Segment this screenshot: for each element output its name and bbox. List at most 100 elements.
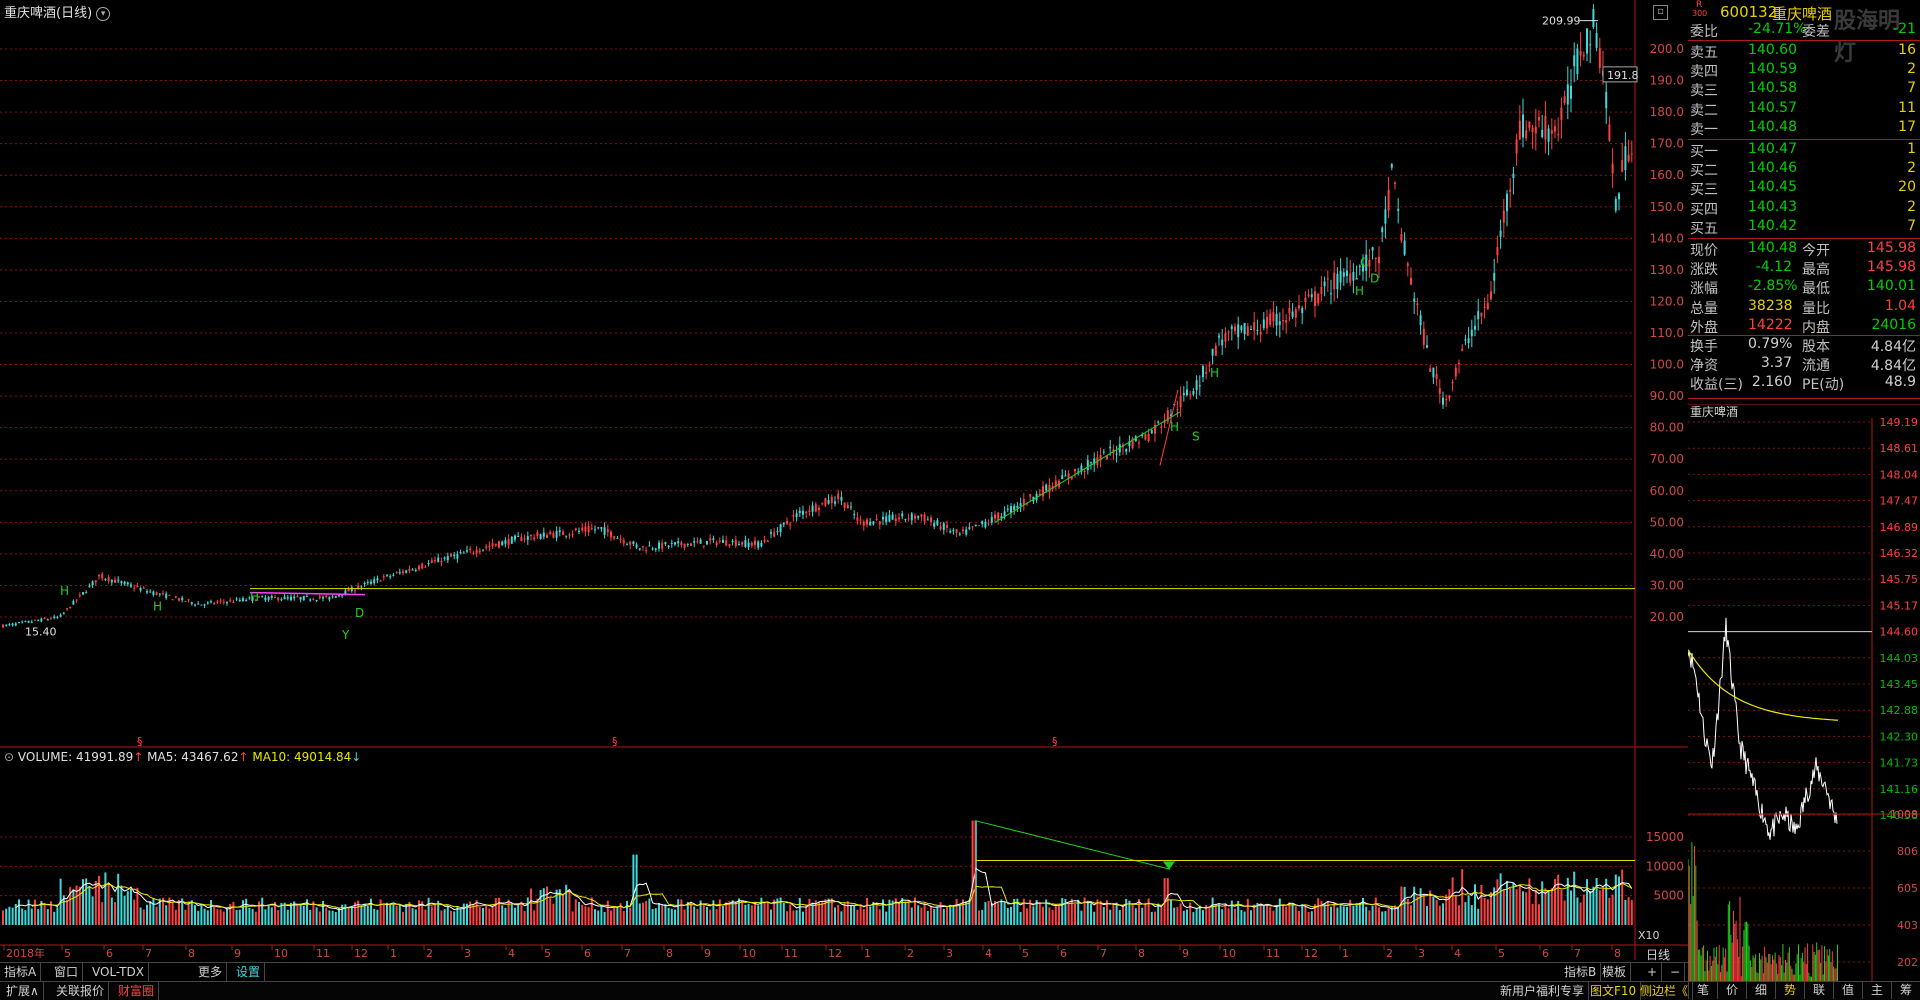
f10-button[interactable]: 图文F10 [1586, 982, 1642, 1000]
restore-icon[interactable]: ▫ [1653, 5, 1668, 20]
status-tab[interactable]: 扩展∧ [2, 982, 44, 1000]
volume-bar [648, 898, 651, 925]
bid-row[interactable]: 买二 140.46 2 [1688, 160, 1920, 179]
volume-bar [1026, 908, 1028, 925]
candle-body [520, 537, 523, 542]
volume-bar [1554, 879, 1556, 925]
volume-bar [859, 904, 862, 925]
volume-bar [907, 900, 910, 925]
candle-body [1349, 273, 1352, 283]
template-button[interactable]: − [1666, 963, 1686, 981]
volume-bar [1413, 886, 1416, 925]
quote-row[interactable]: 净资 3.37 流通 4.84亿 [1688, 355, 1920, 374]
volume-bar [1390, 906, 1393, 925]
mini-tab[interactable]: 联 [1804, 982, 1833, 999]
volume-bar [126, 891, 129, 925]
signal-marker: H [1170, 420, 1179, 434]
ask-row[interactable]: 卖二 140.57 11 [1688, 100, 1920, 119]
quote-row[interactable]: 换手 0.79% 股本 4.84亿 [1688, 336, 1920, 355]
quote-row[interactable]: 现价 140.48 今开 145.98 [1688, 240, 1920, 259]
volume-bar [920, 907, 923, 925]
volume-bar [450, 910, 452, 925]
mini-tab[interactable]: 价 [1717, 982, 1746, 999]
date-label: 3 [464, 947, 471, 960]
candle-body [414, 570, 417, 572]
volume-bar [117, 873, 120, 925]
bid-row[interactable]: 买四 140.43 2 [1688, 199, 1920, 218]
candle-body [1518, 120, 1521, 140]
volume-bar [597, 910, 600, 925]
volume-bar [718, 899, 721, 925]
candle-body [1070, 476, 1073, 479]
volume-bar [222, 911, 225, 925]
candle-body [558, 530, 561, 533]
volume-bar [43, 902, 46, 925]
mini-tab[interactable]: 值 [1833, 982, 1862, 999]
indicator-tab[interactable]: 窗口 [50, 963, 84, 981]
template-button[interactable]: 模板 [1598, 963, 1632, 981]
candle-body [501, 541, 504, 546]
sidebar-toggle[interactable]: 侧边栏《 [1636, 982, 1694, 1000]
mini-tab[interactable]: 笔 [1688, 982, 1717, 999]
chart-title[interactable]: 重庆啤酒(日线) ▾ [4, 2, 111, 21]
ask-row[interactable]: 卖四 140.59 2 [1688, 61, 1920, 80]
bid-row[interactable]: 买三 140.45 20 [1688, 179, 1920, 198]
candle-body [1515, 139, 1518, 154]
candle-body [814, 504, 817, 512]
kline-chart[interactable]: 200.0190.0180.0170.0160.0150.0140.0130.0… [0, 0, 1688, 980]
bid-row[interactable]: 买一 140.47 1 [1688, 141, 1920, 160]
indicator-tab[interactable]: 指标A [0, 963, 42, 981]
volume-bar [664, 904, 667, 925]
candle-body [197, 603, 200, 605]
candle-body [1272, 312, 1275, 322]
candle-body [1592, 8, 1595, 28]
volume-bar [926, 910, 929, 925]
chevron-down-icon[interactable]: ▾ [96, 6, 111, 21]
volume-bar [914, 897, 916, 925]
quote-row[interactable]: 总量 38238 量比 1.04 [1688, 298, 1920, 317]
candle-body [261, 596, 264, 598]
mini-tab[interactable]: 细 [1746, 982, 1775, 999]
candle-body [1048, 484, 1051, 493]
indicator-tab[interactable]: VOL-TDX [88, 963, 149, 981]
mini-tab[interactable]: 筹 [1891, 982, 1920, 999]
status-tab[interactable]: 财富圈 [114, 982, 160, 1000]
candle-body [722, 539, 724, 543]
volume-bar [101, 902, 104, 925]
mini-tab[interactable]: 主 [1862, 982, 1891, 999]
volume-bar [1237, 900, 1240, 925]
quote-label: 换手 [1690, 339, 1718, 355]
candle-body [430, 560, 433, 563]
volume-bar [994, 900, 996, 925]
candle-body [910, 513, 913, 521]
weibi-row[interactable]: 委比 -24.71% 委差 -21 [1688, 21, 1920, 40]
quote-row[interactable]: 收益(三) 2.160 PE(动) 48.9 [1688, 374, 1920, 393]
volume-bar [683, 909, 686, 925]
quote-row[interactable]: 涨跌 -4.12 最高 145.98 [1688, 259, 1920, 278]
status-tab[interactable]: 关联报价 [52, 982, 110, 1000]
volume-bar [280, 902, 283, 925]
promo-link[interactable]: 新用户福利专享 [1496, 982, 1590, 1000]
volume-bar [1477, 908, 1480, 925]
volume-bar [917, 905, 920, 925]
template-button[interactable]: + [1643, 963, 1663, 981]
quote-row[interactable]: 外盘 14222 内盘 24016 [1688, 317, 1920, 336]
indicator-tab[interactable]: 更多 [194, 963, 228, 981]
period-button[interactable]: 日线 [1646, 948, 1671, 962]
ask-row[interactable]: 卖一 140.48 17 [1688, 119, 1920, 138]
candle-body [683, 543, 686, 548]
intraday-chart[interactable]: 重庆啤酒 149.19 148.61 148.04 147.47 146.89 146.32… [1688, 404, 1920, 982]
candle-body [1285, 320, 1288, 323]
mini-tab[interactable]: 势 [1775, 982, 1804, 999]
high-marker: 209.99 [1542, 15, 1581, 28]
quote-row[interactable]: 涨幅 -2.85% 最低 140.01 [1688, 278, 1920, 297]
template-button[interactable]: 指标B [1560, 963, 1602, 981]
bid-row[interactable]: 买五 140.42 7 [1688, 218, 1920, 237]
ask-row[interactable]: 卖五 140.60 16 [1688, 42, 1920, 61]
ask-row[interactable]: 卖三 140.58 7 [1688, 80, 1920, 99]
candle-body [1246, 326, 1249, 336]
indicator-tab[interactable]: 设置 [232, 963, 266, 981]
volume-bar [75, 885, 78, 925]
vol-icon: ⊙ [4, 750, 18, 764]
candle-body [277, 597, 280, 601]
